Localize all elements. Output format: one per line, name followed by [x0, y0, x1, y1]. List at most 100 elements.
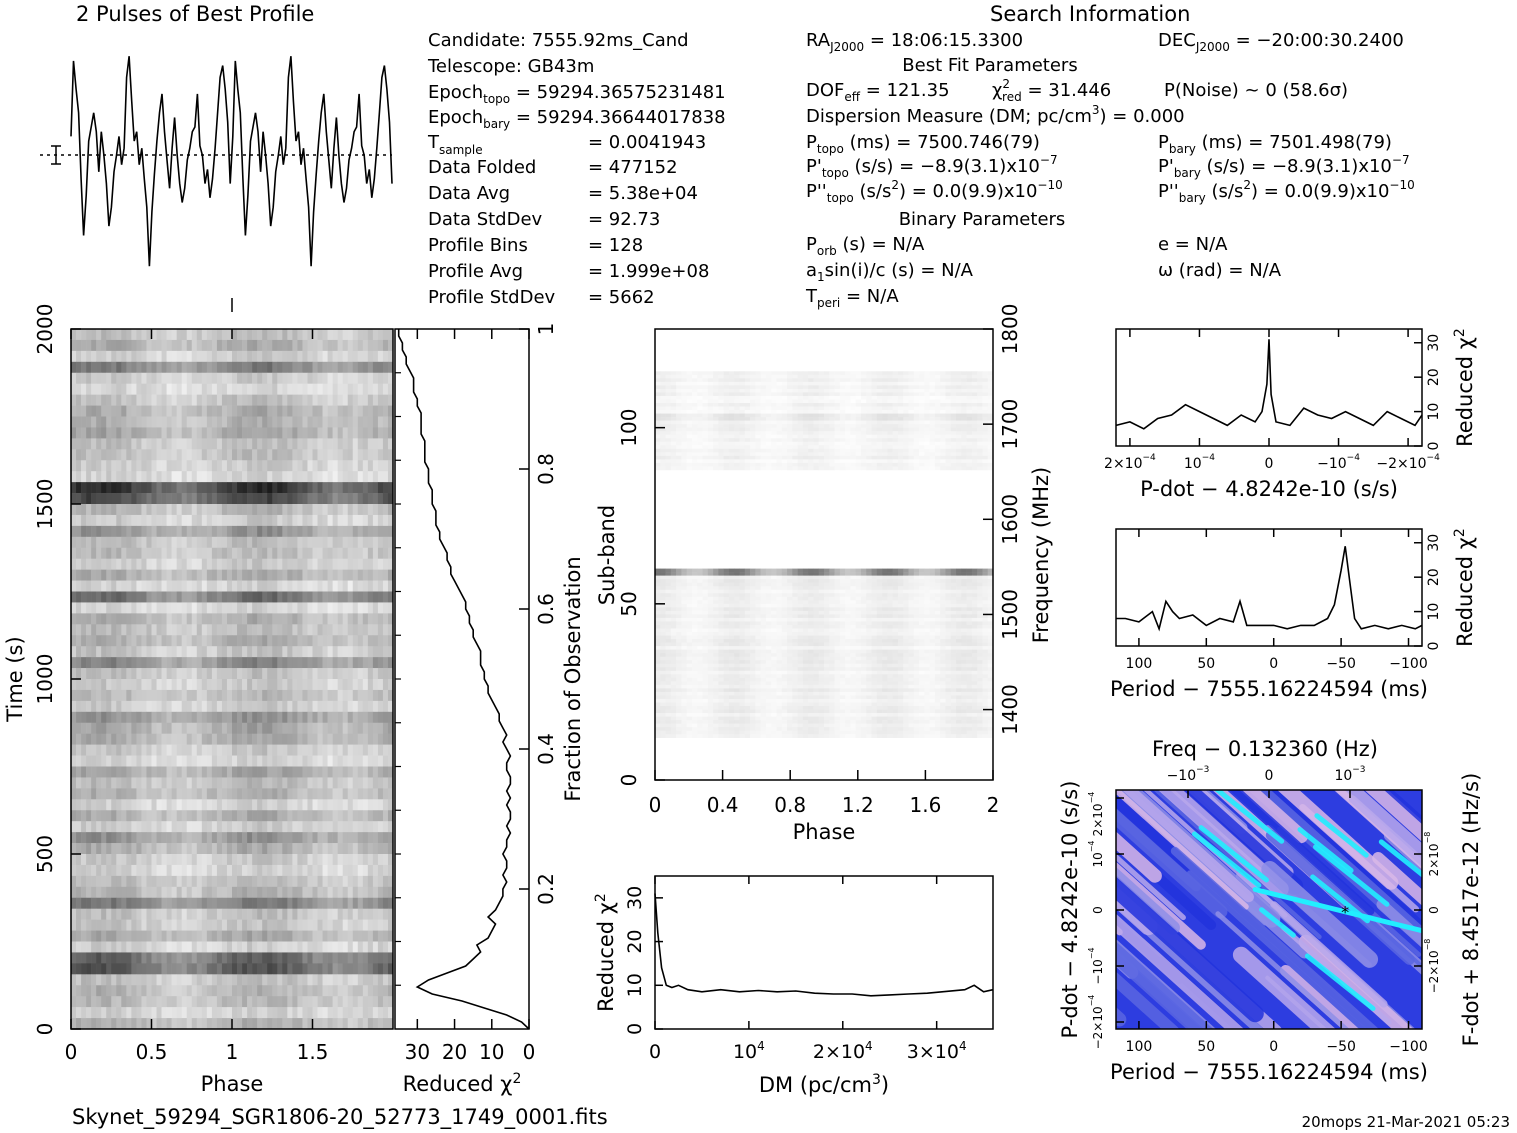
subband-phase-cell — [850, 402, 856, 407]
time-phase-cell — [242, 372, 248, 384]
time-phase-cell — [136, 580, 142, 592]
time-phase-cell — [237, 525, 243, 538]
time-phase-cell — [221, 372, 228, 384]
time-phase-cell — [282, 930, 288, 942]
subband-phase-cell — [876, 392, 883, 397]
time-phase-cell — [116, 372, 122, 384]
time-phase-cell — [126, 700, 132, 713]
time-phase-cell — [91, 416, 97, 428]
time-phase-cell — [81, 416, 87, 428]
subband-phase-cell — [744, 402, 751, 407]
time-phase-cell — [267, 427, 273, 439]
time-phase-cell — [247, 635, 253, 647]
time-phase-cell — [252, 722, 258, 734]
time-phase-cell — [342, 427, 349, 439]
time-phase-cell — [337, 700, 343, 713]
time-phase-cell — [282, 657, 288, 669]
time-phase-cell — [156, 372, 162, 384]
subband-phase-cell — [829, 385, 835, 390]
time-phase-cell — [191, 952, 198, 964]
time-phase-cell — [196, 985, 203, 997]
time-phase-cell — [206, 733, 213, 745]
time-phase-cell — [237, 930, 243, 942]
time-phase-cell — [181, 952, 188, 964]
time-phase-cell — [111, 897, 117, 909]
time-phase-cell — [171, 580, 177, 592]
time-phase-cell — [121, 744, 127, 756]
time-phase-cell — [151, 941, 157, 953]
time-phase-cell — [247, 471, 253, 483]
subband-phase-cell — [897, 406, 904, 411]
time-phase-cell — [372, 689, 379, 702]
subband-phase-cell — [771, 388, 777, 393]
time-phase-cell — [146, 777, 152, 789]
time-phase-cell — [307, 996, 313, 1008]
time-phase-cell — [247, 449, 253, 461]
time-phase-cell — [267, 372, 273, 384]
subband-phase-cell — [681, 371, 687, 376]
time-phase-cell — [327, 449, 333, 461]
time-phase-cell — [91, 405, 97, 417]
time-phase-cell — [216, 602, 223, 614]
time-phase-cell — [312, 963, 318, 975]
time-phase-cell — [86, 482, 92, 494]
time-phase-cell — [196, 471, 203, 483]
time-phase-cell — [81, 646, 87, 658]
time-phase-cell — [262, 700, 268, 713]
time-phase-cell — [287, 602, 293, 614]
time-phase-cell — [211, 449, 218, 461]
subband-phase-cell — [855, 410, 862, 414]
time-phase-cell — [332, 427, 338, 439]
time-phase-cell — [312, 339, 318, 352]
subband-phase-cell — [971, 395, 978, 400]
time-phase-cell — [352, 722, 359, 734]
time-phase-cell — [272, 536, 278, 549]
time-phase-cell — [101, 744, 107, 756]
time-phase-cell — [106, 689, 112, 702]
time-phase-cell — [221, 547, 228, 559]
time-phase-cell — [257, 886, 263, 899]
time-phase-cell — [76, 832, 82, 844]
time-phase-cell — [176, 580, 182, 592]
time-phase-cell — [332, 493, 338, 505]
time-phase-cell — [252, 482, 258, 494]
time-phase-cell — [367, 700, 374, 713]
time-phase-cell — [91, 602, 97, 614]
time-phase-cell — [272, 525, 278, 538]
time-phase-cell — [71, 744, 77, 756]
time-phase-cell — [151, 361, 157, 374]
time-phase-cell — [136, 843, 142, 855]
time-phase-cell — [126, 591, 132, 603]
time-phase-cell — [211, 821, 218, 833]
time-phase-cell — [242, 504, 248, 516]
time-phase-cell — [181, 941, 188, 953]
time-phase-cell — [352, 974, 359, 986]
time-phase-cell — [121, 493, 127, 505]
time-phase-cell — [126, 1018, 132, 1030]
time-chi-xtick-label: 30 — [405, 1040, 430, 1064]
time-phase-cell — [116, 679, 122, 691]
time-phase-cell — [352, 460, 359, 472]
time-phase-cell — [367, 908, 374, 920]
time-phase-cell — [96, 536, 102, 549]
subband-phase-cell — [676, 371, 682, 376]
time-phase-cell — [96, 602, 102, 614]
subband-phase-cell — [797, 406, 804, 411]
time-phase-cell — [297, 777, 303, 789]
time-phase-cell — [287, 821, 293, 833]
time-phase-cell — [317, 613, 323, 625]
time-phase-cell — [171, 821, 177, 833]
time-phase-cell — [96, 361, 102, 374]
time-phase-cell — [176, 799, 182, 811]
time-phase-cell — [307, 908, 313, 920]
subband-phase-cell — [702, 371, 709, 376]
time-phase-cell — [267, 996, 273, 1008]
time-phase-cell — [357, 777, 364, 789]
time-phase-cell — [382, 799, 389, 811]
time-phase-cell — [111, 438, 117, 450]
time-phase-cell — [342, 547, 349, 559]
time-phase-cell — [352, 525, 359, 538]
time-phase-cell — [176, 405, 182, 417]
time-phase-cell — [262, 514, 268, 527]
time-phase-cell — [292, 460, 298, 472]
